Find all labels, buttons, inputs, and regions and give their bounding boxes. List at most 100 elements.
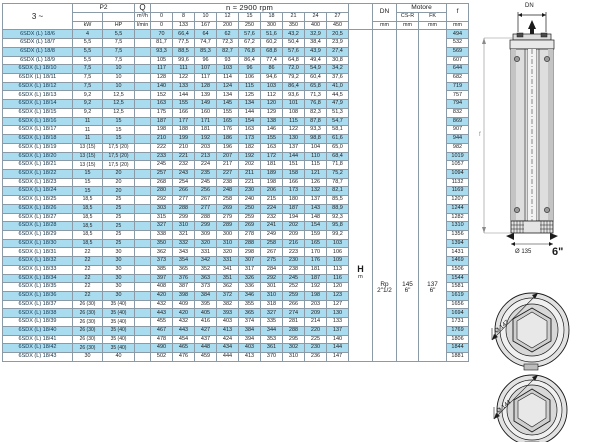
q-unit-cell <box>134 299 152 310</box>
table-row[interactable]: 6SDX (L) 18/19 13 (15) 17,5 (20) 222 210 203 1… <box>2 142 470 153</box>
table-row[interactable]: 6SDX (L) 18/38 26 (30) 35 (40) 443 420 405 393… <box>2 308 470 319</box>
head-value-1: 432 <box>172 317 196 327</box>
head-value-7: 154 <box>304 221 328 231</box>
table-row[interactable]: 6SDX (L) 18/27 18,5 25 315 299 288 279 259 232 19… <box>2 212 470 223</box>
table-row[interactable]: 6SDX (L) 18/24 15 20 280 266 256 248 230 206 173 1… <box>2 186 470 197</box>
power-kw: 22 <box>72 273 103 284</box>
head-value-7: 65,8 <box>304 81 328 92</box>
head-value-4: 173 <box>238 134 262 144</box>
head-value-3: 341 <box>216 264 240 275</box>
head-value-5: 353 <box>260 334 284 345</box>
q-unit-cell <box>134 264 152 275</box>
power-kw: 4 <box>72 29 103 40</box>
q-unit-cell <box>134 55 152 66</box>
table-row[interactable]: 6SDX (L) 18/9 5,5 7,5 105 99,6 96 93 86,4 77,4 64… <box>2 55 470 66</box>
table-row[interactable]: 6SDX (L) 18/34 22 30 397 376 363 351 326 292 245 1… <box>2 273 470 284</box>
table-row[interactable]: 6SDX (L) 18/8 5,5 7,5 93,3 88,5 85,3 82,7 76,8 6… <box>2 46 470 57</box>
length-f: 869 <box>446 116 470 127</box>
head-value-6: 252 <box>282 282 306 292</box>
header-q-unit-m3h: m³/h <box>134 12 152 22</box>
head-value-1: 243 <box>172 168 196 179</box>
table-row[interactable]: 6SDX (L) 18/42 26 (30) 35 (40) 490 465 448 434… <box>2 343 470 354</box>
table-row[interactable]: 6SDX (L) 18/22 15 20 257 243 235 227 211 189 158 1… <box>2 168 470 179</box>
head-value-4: 76,8 <box>238 46 262 57</box>
table-row[interactable]: 6SDX (L) 18/26 18,5 25 303 288 277 269 250 224 18… <box>2 203 470 214</box>
power-kw: 5,5 <box>72 46 103 57</box>
head-value-1: 277 <box>172 195 196 205</box>
header-q: Q <box>134 3 152 13</box>
head-value-7: 225 <box>304 334 328 345</box>
head-value-2: 427 <box>194 325 218 336</box>
head-value-1: 398 <box>172 291 196 301</box>
head-value-0: 315 <box>150 212 174 223</box>
head-value-6: 259 <box>282 291 306 301</box>
head-value-7: 220 <box>304 325 328 336</box>
csr-spec-sub: 6" <box>404 287 411 295</box>
table-row[interactable]: 6SDX (L) 18/25 18,5 25 292 277 267 258 240 215 18… <box>2 195 470 205</box>
head-symbol: H <box>357 264 364 275</box>
head-value-7: 181 <box>304 264 328 275</box>
head-value-1: 299 <box>172 212 196 223</box>
head-value-4: 211 <box>238 168 262 179</box>
table-row[interactable]: 6SDX (L) 18/32 22 30 373 354 342 331 307 275 230 1… <box>2 256 470 266</box>
head-value-1: 111 <box>172 64 196 75</box>
head-value-1: 387 <box>172 282 196 292</box>
power-hp: 35 (40) <box>101 299 136 310</box>
q-unit-cell <box>134 195 152 205</box>
q-unit-cell <box>134 203 152 214</box>
power-hp: 35 (40) <box>101 325 136 336</box>
table-row[interactable]: 6SDX (L) 18/6 4 5,5 70 66,4 64 62 57,6 51,6 43,2 3… <box>2 29 470 362</box>
head-value-3: 227 <box>216 168 240 179</box>
power-kw: 11 <box>72 134 103 144</box>
power-kw: 22 <box>72 264 103 275</box>
length-f: 1169 <box>446 186 470 197</box>
head-value-2: 384 <box>194 291 218 301</box>
q-unit-cell <box>134 282 152 292</box>
table-row[interactable]: 6SDX (L) 18/35 22 30 408 387 373 362 336 301 252 1… <box>2 282 470 292</box>
table-row[interactable]: 6SDX (L) 18/28 18,5 25 327 310 299 289 269 241 20… <box>2 221 470 231</box>
head-value-4: 163 <box>238 125 262 136</box>
table-row[interactable]: 6SDX (L) 18/18 11 15 210 199 192 186 173 155 130 9… <box>2 134 470 144</box>
table-row[interactable]: 6SDX (L) 18/36 22 30 420 398 384 372 346 310 259 1… <box>2 291 470 301</box>
head-value-5: 224 <box>260 203 284 214</box>
head-value-1: 365 <box>172 264 196 275</box>
head-value-5: 284 <box>260 264 284 275</box>
length-f: 1694 <box>446 308 470 319</box>
head-value-1: 88,5 <box>172 46 196 57</box>
head-value-0: 467 <box>150 325 174 336</box>
head-value-7: 49,4 <box>304 55 328 66</box>
table-row[interactable]: 6SDX (L) 18/10 7,5 10 117 111 107 103 96 86 72,0 5… <box>2 64 470 75</box>
head-value-7: 214 <box>304 317 328 327</box>
head-value-8: 113 <box>326 264 350 275</box>
head-value-5: 335 <box>260 317 284 327</box>
head-value-8: 34,2 <box>326 64 350 75</box>
table-row[interactable]: 6SDX (L) 18/15 9,2 12,5 175 166 160 155 144 129 1… <box>2 107 470 118</box>
head-value-5: 344 <box>260 325 284 336</box>
table-row[interactable]: 6SDX (L) 18/40 26 (30) 35 (40) 467 443 427 413… <box>2 325 470 336</box>
table-row[interactable]: 6SDX (L) 18/33 22 30 385 365 352 341 317 284 238 1… <box>2 264 470 275</box>
head-value-5: 60,2 <box>260 38 284 48</box>
head-value-8: 41,0 <box>326 81 350 92</box>
head-value-3: 434 <box>216 343 240 354</box>
table-row[interactable]: 6SDX (L) 18/41 26 (30) 35 (40) 478 454 437 424… <box>2 334 470 345</box>
cs-motor-cross-section <box>491 292 570 371</box>
fk-spec-value: 137 <box>427 280 438 288</box>
table-row[interactable]: 6SDX (L) 18/13 9,2 12,5 152 144 139 134 125 112 9… <box>2 90 470 101</box>
head-unit: m <box>358 273 363 280</box>
table-row[interactable]: 6SDX (L) 18/14 9,2 12,5 163 155 149 145 134 120 1… <box>2 99 470 109</box>
table-row[interactable]: 6SDX (L) 18/21 13 (15) 17,5 (20) 245 232 224 2… <box>2 160 470 170</box>
length-f: 982 <box>446 142 470 153</box>
table-row[interactable]: 6SDX (L) 18/17 11 15 198 188 181 176 163 146 122 9… <box>2 125 470 136</box>
length-f: 1581 <box>446 282 470 292</box>
head-value-1: 232 <box>172 160 196 170</box>
table-row[interactable]: 6SDX (L) 18/43 30 40 502 476 459 444 413 370 310 2… <box>2 352 470 362</box>
head-value-2: 288 <box>194 212 218 223</box>
head-value-6: 158 <box>282 168 306 179</box>
head-value-7: 187 <box>304 273 328 284</box>
head-value-3: 72,3 <box>216 38 240 48</box>
table-row[interactable]: 6SDX (L) 18/30 18,5 25 350 332 320 310 288 258 21… <box>2 238 470 249</box>
head-value-4: 192 <box>238 151 262 162</box>
model-name: 6SDX (L) 18/17 <box>2 125 73 136</box>
head-value-0: 443 <box>150 308 174 319</box>
head-value-0: 327 <box>150 221 174 231</box>
